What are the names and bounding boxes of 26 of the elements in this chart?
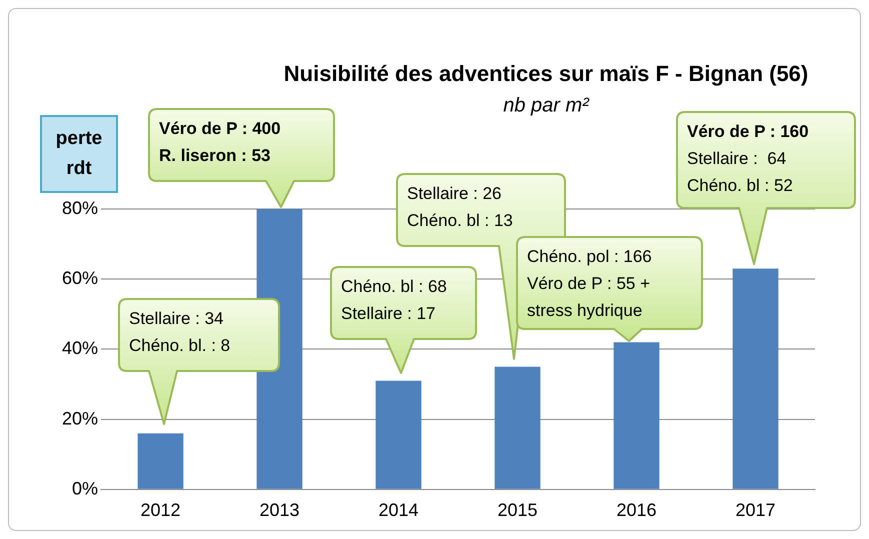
bar: [138, 433, 184, 489]
y-tick-label: 0%: [72, 478, 98, 498]
speech-bubble: Stellaire : 34 Chéno. bl. : 8: [117, 297, 281, 426]
speech-bubble: Chéno. bl : 68 Stellaire : 17: [329, 265, 478, 375]
y-tick-label: 20%: [62, 408, 98, 428]
x-tick-label: 2012: [140, 500, 181, 520]
speech-bubble: Véro de P : 160 Stellaire : 64 Chéno. bl : 52: [675, 110, 857, 266]
bar: [494, 366, 540, 489]
bar: [376, 380, 422, 489]
y-tick-label: 60%: [62, 268, 98, 288]
y-tick-label: 40%: [62, 338, 98, 358]
bar: [732, 268, 778, 489]
x-tick-label: 2015: [497, 500, 538, 520]
y-tick-label: 80%: [62, 198, 98, 218]
annotation: Stellaire : 26 Chéno. bl : 13: [407, 183, 513, 232]
annotation: Stellaire : 34 Chéno. bl. : 8: [129, 308, 230, 357]
y-axis-title: perte rdt: [56, 128, 102, 180]
chart-title: Nuisibilité des adventices sur maïs F - Bignan (56): [284, 61, 808, 86]
x-tick-label: 2014: [378, 500, 419, 520]
x-tick-label: 2017: [735, 500, 776, 520]
x-tick-label: 2016: [616, 500, 657, 520]
speech-bubble: Chéno. pol : 166 Véro de P : 55 + stress hydrique: [515, 235, 704, 343]
chart-subtitle: nb par m²: [503, 94, 590, 117]
speech-bubble: Véro de P : 400 R. liseron : 53: [147, 107, 336, 209]
bar: [614, 342, 660, 489]
x-tick-label: 2013: [259, 500, 300, 520]
